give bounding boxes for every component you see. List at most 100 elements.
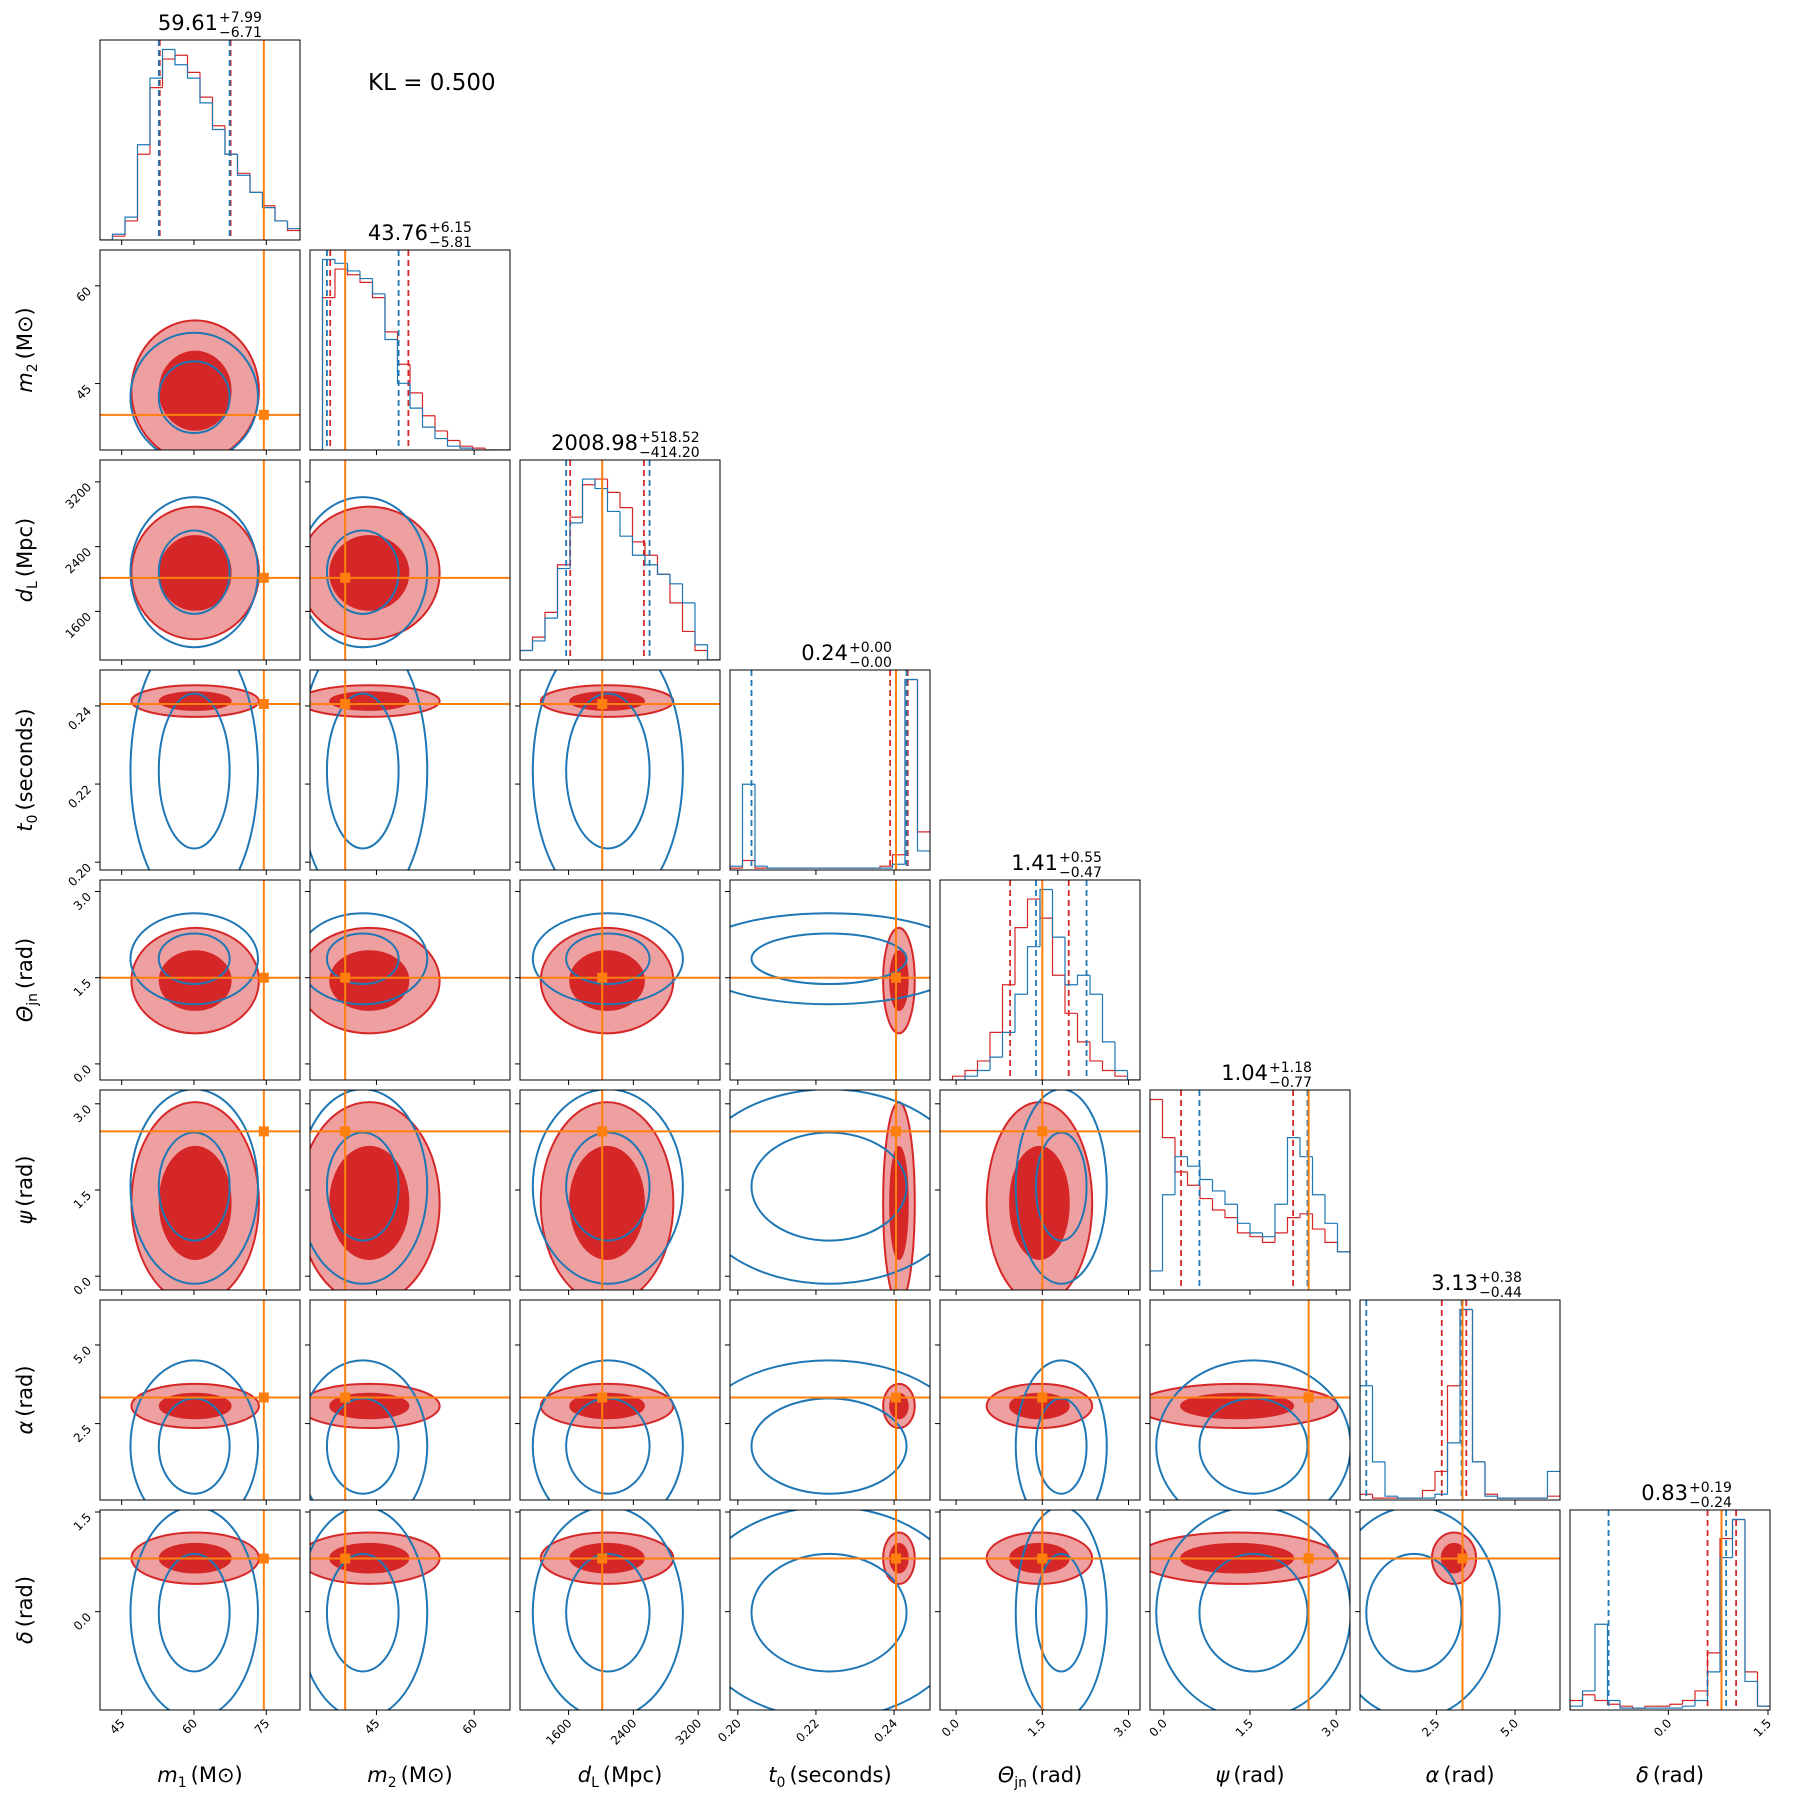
panel-frame — [1359, 1509, 1561, 1711]
panel-title-plus: +0.38 — [1479, 1270, 1522, 1286]
panel-title-median: 1.41 — [1011, 851, 1058, 875]
density-contour — [158, 1392, 232, 1420]
y-tick-label: 2400 — [63, 545, 94, 576]
density-contour — [1034, 1552, 1088, 1673]
histogram-step — [274, 207, 288, 222]
histogram-step — [1150, 1098, 1163, 1290]
histogram-step — [1324, 1194, 1338, 1224]
density-contour — [1034, 1131, 1088, 1242]
histogram-step — [1694, 1699, 1708, 1707]
y-tick-label: 1.5 — [71, 1510, 94, 1533]
truth-point — [258, 572, 269, 583]
histogram-step — [1471, 1309, 1485, 1463]
histogram-step — [1731, 1518, 1745, 1558]
axis-label: m2(M⊙) — [367, 1763, 453, 1791]
y-tick-label: 5.0 — [71, 1343, 94, 1366]
axis-label: m2(M⊙) — [13, 307, 41, 393]
histogram-step — [581, 478, 595, 523]
panel-frame — [309, 1509, 511, 1711]
histogram-step — [619, 511, 633, 537]
histogram-step — [1360, 1493, 1373, 1500]
panel — [100, 670, 300, 870]
histogram-step — [236, 154, 250, 174]
density-contour — [129, 1359, 259, 1500]
kl-annotation: KL = 0.500 — [368, 70, 496, 96]
histogram-step — [1161, 1099, 1175, 1139]
axis-subscript: L — [25, 581, 41, 589]
y-tick-label: 45 — [73, 382, 94, 403]
density-contour — [1009, 1145, 1070, 1260]
density-contour — [158, 350, 232, 431]
panel — [730, 1510, 930, 1710]
axis-subscript: 0 — [777, 1775, 786, 1791]
truth-point — [340, 1392, 351, 1403]
histogram-step — [1211, 1179, 1225, 1192]
histogram-step — [766, 866, 780, 869]
histogram-step — [1546, 1495, 1560, 1499]
panel — [520, 1510, 720, 1710]
histogram-step — [1224, 1190, 1238, 1205]
axis-symbol: m — [367, 1763, 387, 1787]
histogram-step — [409, 383, 423, 409]
panel — [940, 1300, 1140, 1500]
density-contour — [157, 692, 231, 850]
axis-subscript: jn — [1013, 1775, 1027, 1791]
x-tick-label: 2400 — [608, 1716, 639, 1747]
histogram-step — [1161, 1194, 1175, 1271]
density-contour — [569, 1145, 645, 1260]
histogram-step — [384, 297, 398, 333]
y-tick-label: 1.5 — [71, 976, 94, 999]
histogram-step — [1459, 1308, 1473, 1443]
histogram-step — [174, 54, 188, 60]
histogram-step — [916, 679, 930, 833]
x-tick-label: 0.0 — [939, 1716, 962, 1739]
truth-point — [891, 1392, 902, 1403]
x-tick-label: 0.24 — [871, 1716, 900, 1745]
y-tick-label: 3.0 — [71, 1102, 94, 1125]
histogram-step — [199, 78, 213, 104]
axis-label: α(rad) — [1425, 1763, 1494, 1787]
panel — [520, 1300, 720, 1500]
histogram-step — [976, 1060, 990, 1071]
panel-frame — [519, 1509, 721, 1711]
density-contour — [565, 1552, 651, 1673]
histogram-step — [754, 784, 768, 867]
axis-label: ψ(rad) — [1215, 1763, 1284, 1787]
y-tick-label: 0.0 — [71, 1062, 94, 1085]
axis-unit: (M⊙) — [13, 307, 37, 359]
histogram-step — [581, 484, 595, 518]
panel-frame — [309, 879, 511, 1081]
histogram-step — [1101, 1060, 1115, 1072]
histogram-step — [1199, 1185, 1213, 1200]
histogram-step — [186, 55, 200, 73]
density-contour — [1198, 1552, 1309, 1673]
histogram-step — [1001, 984, 1015, 1033]
panel-frame — [729, 1299, 931, 1501]
histogram-step — [1756, 1671, 1770, 1707]
histogram-step — [409, 364, 423, 394]
histogram-step — [1570, 1705, 1583, 1710]
histogram-step — [199, 72, 213, 98]
truth-point — [1303, 1553, 1314, 1564]
histogram-step — [1286, 1217, 1300, 1233]
axis-subscript: jn — [25, 993, 41, 1007]
histogram-step — [681, 602, 695, 633]
histogram-step — [1261, 1236, 1275, 1243]
histogram-step — [459, 440, 473, 447]
histogram-step — [434, 427, 448, 440]
histogram-step — [1644, 1705, 1658, 1709]
axis-subscript: 2 — [25, 363, 41, 372]
truth-point — [258, 1126, 269, 1137]
panel — [940, 880, 1140, 1080]
panel — [310, 1090, 510, 1290]
panel — [310, 670, 510, 870]
histogram-step — [1581, 1690, 1595, 1707]
density-contour — [750, 1397, 908, 1495]
x-tick-label: 75 — [252, 1716, 273, 1737]
histogram-step — [1594, 1623, 1608, 1691]
histogram-step — [544, 611, 558, 638]
histogram-step — [124, 216, 138, 235]
axis-unit: (M⊙) — [191, 1763, 243, 1787]
panel-frame — [1359, 1299, 1561, 1501]
histogram-step — [1051, 918, 1065, 976]
